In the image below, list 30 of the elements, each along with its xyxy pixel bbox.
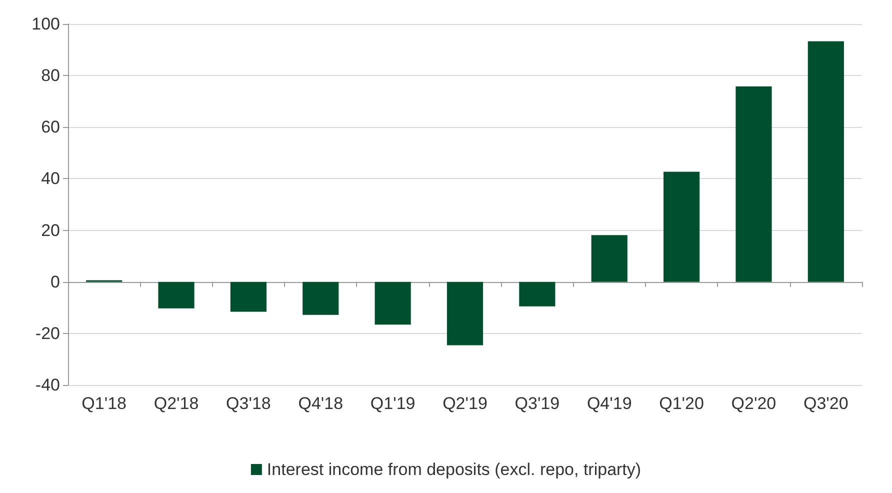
bar xyxy=(664,172,700,282)
x-tick-label: Q1'20 xyxy=(659,394,704,413)
x-tick-label: Q2'20 xyxy=(731,394,776,413)
x-tick-label: Q3'19 xyxy=(514,394,560,413)
x-tick-label: Q2'18 xyxy=(154,394,199,413)
x-tick-label: Q1'18 xyxy=(82,394,127,413)
x-tick-label: Q4'19 xyxy=(586,394,632,413)
y-tick-label: -20 xyxy=(35,324,60,343)
y-tick-label: -40 xyxy=(35,376,60,394)
bar xyxy=(519,282,556,306)
bar xyxy=(374,282,411,325)
x-tick-label: Q2'19 xyxy=(442,394,488,413)
y-tick-label: 20 xyxy=(41,220,60,240)
y-tick-label: 40 xyxy=(41,169,60,188)
y-tick-label: 80 xyxy=(41,66,60,86)
bar xyxy=(302,282,339,315)
bar xyxy=(808,41,844,282)
bar xyxy=(591,235,628,282)
x-tick-label: Q1'19 xyxy=(370,394,416,413)
bar xyxy=(158,282,194,308)
x-tick-label: Q4'18 xyxy=(298,394,344,413)
bar xyxy=(230,282,266,312)
y-tick-label: 0 xyxy=(50,272,60,292)
x-tick-label: Q3'20 xyxy=(803,394,848,413)
y-tick-label: 100 xyxy=(32,14,60,34)
x-tick-label: Q3'18 xyxy=(226,394,271,413)
bar xyxy=(446,282,484,346)
bar xyxy=(736,86,772,282)
y-tick-label: 60 xyxy=(41,118,60,137)
legend-label: Interest income from deposits (excl. repo, triparty) xyxy=(266,460,642,479)
